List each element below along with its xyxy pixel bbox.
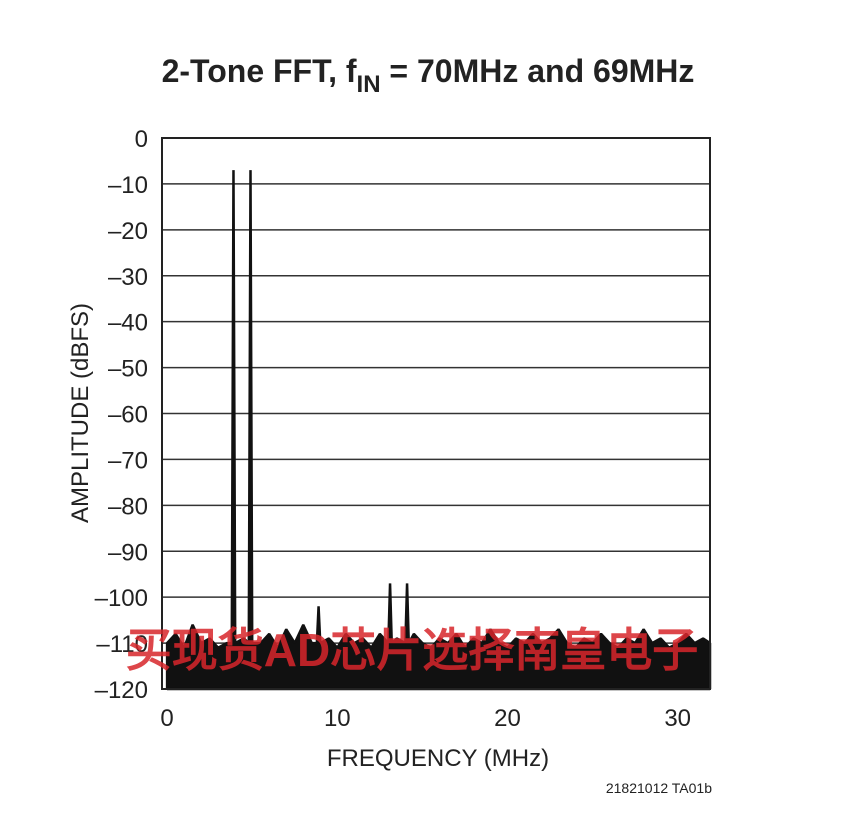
title-main: 2-Tone FFT, f [162, 53, 357, 89]
y-tick-label: –100 [95, 585, 148, 612]
figure-code: 21821012 TA01b [606, 780, 712, 796]
spectrum [165, 170, 712, 691]
y-tick-label: –40 [108, 310, 148, 337]
y-tick-label: –120 [95, 677, 148, 704]
plot-frame [161, 137, 711, 690]
x-tick-label: 30 [664, 705, 691, 732]
y-tick-label: –50 [108, 356, 148, 383]
y-tick-label: –30 [108, 264, 148, 291]
chart-title: 2-Tone FFT, fIN = 70MHz and 69MHz [162, 53, 695, 98]
title-rest: = 70MHz and 69MHz [381, 53, 695, 89]
title-subscript: IN [357, 71, 381, 98]
x-tick-label: 10 [324, 705, 351, 732]
y-tick-label: –20 [108, 218, 148, 245]
x-tick-label: 0 [160, 705, 173, 732]
y-tick-label: –60 [108, 402, 148, 429]
y-tick-label: –80 [108, 493, 148, 520]
y-tick-label: 0 [135, 126, 148, 153]
y-tick-label: –90 [108, 539, 148, 566]
y-axis-label: AMPLITUDE (dBFS) [67, 303, 94, 523]
y-tick-label: –10 [108, 172, 148, 199]
y-tick-label: –70 [108, 447, 148, 474]
x-axis-label: FREQUENCY (MHz) [327, 745, 549, 772]
y-tick-label: –110 [96, 631, 148, 658]
watermark: 买现货AD芯片选择南皇电子 [126, 624, 698, 676]
x-tick-label: 20 [494, 705, 521, 732]
